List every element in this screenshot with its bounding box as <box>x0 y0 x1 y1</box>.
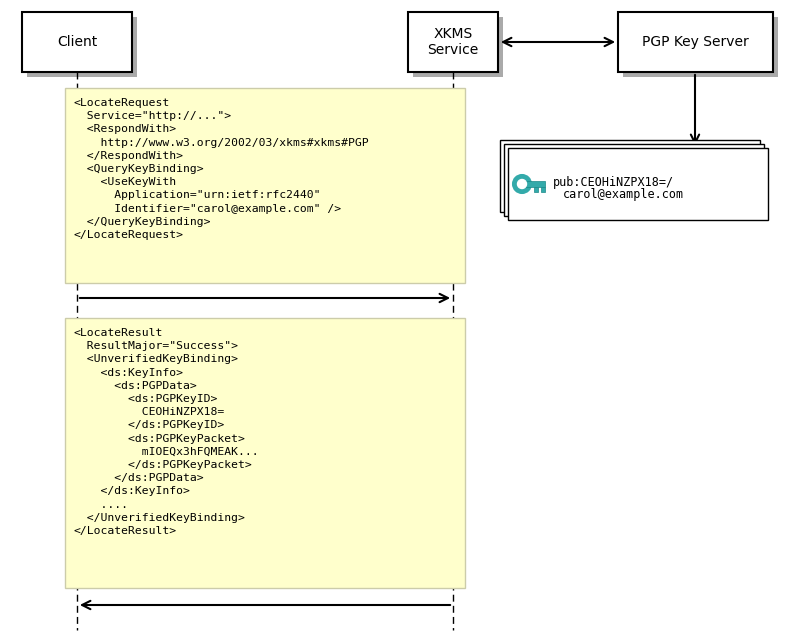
Text: <LocateRequest
  Service="http://...">
  <RespondWith>
    http://www.w3.org/200: <LocateRequest Service="http://..."> <Re… <box>73 98 369 240</box>
Bar <box>500 140 760 212</box>
Bar <box>523 181 545 187</box>
Text: Client: Client <box>57 35 97 49</box>
Circle shape <box>518 180 526 189</box>
Bar <box>508 148 768 220</box>
Text: pub:CEOHiNZPX18=/: pub:CEOHiNZPX18=/ <box>553 176 674 189</box>
Text: XKMS
Service: XKMS Service <box>427 27 478 57</box>
Bar <box>534 187 538 192</box>
Bar <box>27 17 137 77</box>
Bar <box>504 144 764 216</box>
Bar <box>65 318 465 588</box>
Text: PGP Key Server: PGP Key Server <box>642 35 749 49</box>
Bar <box>408 12 498 72</box>
Bar <box>618 12 773 72</box>
Text: carol@example.com: carol@example.com <box>563 188 684 201</box>
Bar <box>22 12 132 72</box>
Circle shape <box>513 175 531 193</box>
Bar <box>413 17 503 77</box>
Bar <box>65 88 465 283</box>
Bar <box>541 187 545 192</box>
Text: <LocateResult
  ResultMajor="Success">
  <UnverifiedKeyBinding>
    <ds:KeyInfo>: <LocateResult ResultMajor="Success"> <Un… <box>73 328 258 536</box>
Bar <box>623 17 778 77</box>
